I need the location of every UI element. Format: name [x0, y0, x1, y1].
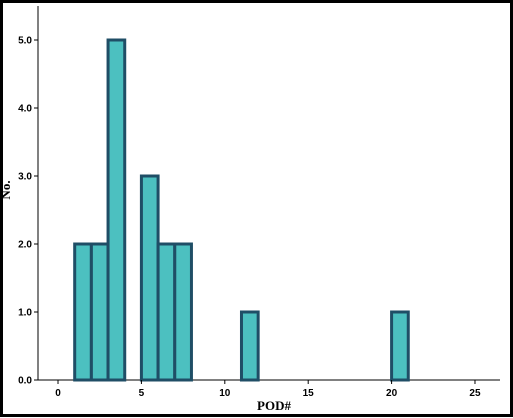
plot-area: 0 5 10 15 20 25 0.0 1.0 2.0 3.0 4.0 5.0: [18, 6, 500, 399]
x-tick-label: 0: [55, 388, 61, 399]
histogram-bar-1: [73, 242, 93, 382]
histogram-bar-2: [89, 242, 110, 382]
y-tick-label: 0.0: [18, 376, 32, 387]
bars-group: [73, 38, 410, 382]
histogram-bar-3: [106, 38, 127, 382]
x-tick-label: 5: [139, 388, 145, 399]
histogram-bar-5: [156, 242, 177, 382]
x-tick-label: 25: [469, 388, 481, 399]
y-tick-label: 1.0: [18, 308, 32, 319]
histogram-bar-4: [139, 174, 160, 382]
y-tick-label: 3.0: [18, 172, 32, 183]
histogram-bar-7: [239, 310, 260, 382]
y-tick-label: 4.0: [18, 104, 32, 115]
x-tick-label: 15: [303, 388, 315, 399]
histogram-bar-6: [173, 242, 193, 382]
y-tick-label: 2.0: [18, 240, 32, 251]
x-axis-title: POD#: [257, 398, 291, 413]
y-tick-label: 5.0: [18, 36, 32, 47]
x-ticks-group: 0 5 10 15 20 25: [55, 380, 481, 399]
y-axis-title: No.: [0, 180, 13, 199]
y-ticks-group: 0.0 1.0 2.0 3.0 4.0 5.0: [18, 36, 38, 387]
histogram-bar-8: [390, 310, 410, 382]
x-tick-label: 10: [219, 388, 231, 399]
x-tick-label: 20: [386, 388, 398, 399]
